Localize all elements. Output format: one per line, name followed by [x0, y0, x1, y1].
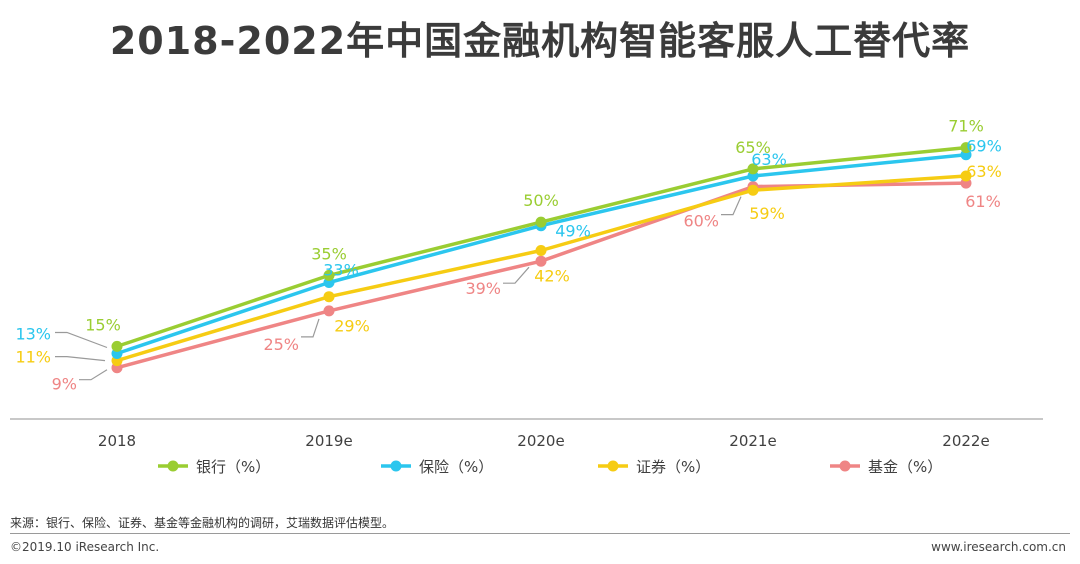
data-label: 13%	[15, 324, 51, 343]
data-point	[535, 216, 547, 228]
data-point	[323, 291, 335, 303]
data-label: 49%	[555, 222, 591, 241]
label-leader-line	[301, 318, 320, 338]
legend-marker	[839, 460, 851, 472]
data-point	[111, 340, 123, 352]
data-point	[323, 305, 335, 317]
data-label: 60%	[683, 212, 719, 231]
legend-label: 保险（%）	[419, 458, 493, 476]
line-chart: 2018 2019e 2020e 2021e 2022e 15% 35% 50% 65% 71% 1…	[10, 117, 1043, 476]
legend-marker	[607, 460, 619, 472]
x-tick-label: 2020e	[517, 432, 564, 450]
footer-divider	[10, 533, 1070, 534]
copyright: ©2019.10 iResearch Inc.	[10, 540, 160, 554]
data-label: 59%	[749, 204, 785, 223]
data-point	[323, 269, 335, 281]
legend-label: 银行（%）	[196, 458, 270, 476]
data-label: 71%	[948, 117, 984, 136]
data-label: 15%	[85, 315, 121, 334]
data-point	[960, 142, 972, 154]
data-point	[535, 255, 547, 267]
source-note: 来源：银行、保险、证券、基金等金融机构的调研，艾瑞数据评估模型。	[10, 516, 395, 530]
website: www.iresearch.com.cn	[931, 540, 1066, 554]
data-point	[747, 163, 759, 175]
data-point	[960, 170, 972, 182]
data-label: 42%	[534, 267, 570, 286]
x-tick-label: 2022e	[942, 432, 989, 450]
chart-title: 2018-2022年中国金融机构智能客服人工替代率	[109, 19, 971, 63]
legend-label: 证券（%）	[636, 458, 710, 476]
x-tick-label: 2021e	[729, 432, 776, 450]
label-leader-line	[721, 196, 742, 216]
x-tick-label: 2019e	[305, 432, 352, 450]
data-label: 69%	[966, 137, 1002, 156]
data-label: 61%	[965, 192, 1001, 211]
data-label: 63%	[966, 162, 1002, 181]
legend-label: 基金（%）	[868, 458, 942, 476]
data-label: 65%	[735, 138, 771, 157]
label-leader-line	[79, 369, 108, 381]
legend-marker	[167, 460, 179, 472]
data-point	[747, 184, 759, 196]
data-label: 33%	[323, 260, 359, 279]
legend-marker	[390, 460, 402, 472]
data-label: 9%	[52, 375, 77, 394]
data-label: 25%	[263, 335, 299, 354]
data-label: 63%	[751, 150, 787, 169]
label-leader-line	[55, 331, 108, 349]
data-label: 50%	[523, 191, 559, 210]
data-label: 29%	[334, 317, 370, 336]
data-label: 35%	[311, 244, 347, 263]
label-leader-line	[503, 266, 530, 284]
data-point	[535, 245, 547, 256]
label-leader-line	[55, 356, 106, 362]
x-tick-label: 2018	[98, 432, 136, 450]
data-label: 11%	[15, 348, 51, 367]
data-label: 39%	[465, 279, 501, 298]
